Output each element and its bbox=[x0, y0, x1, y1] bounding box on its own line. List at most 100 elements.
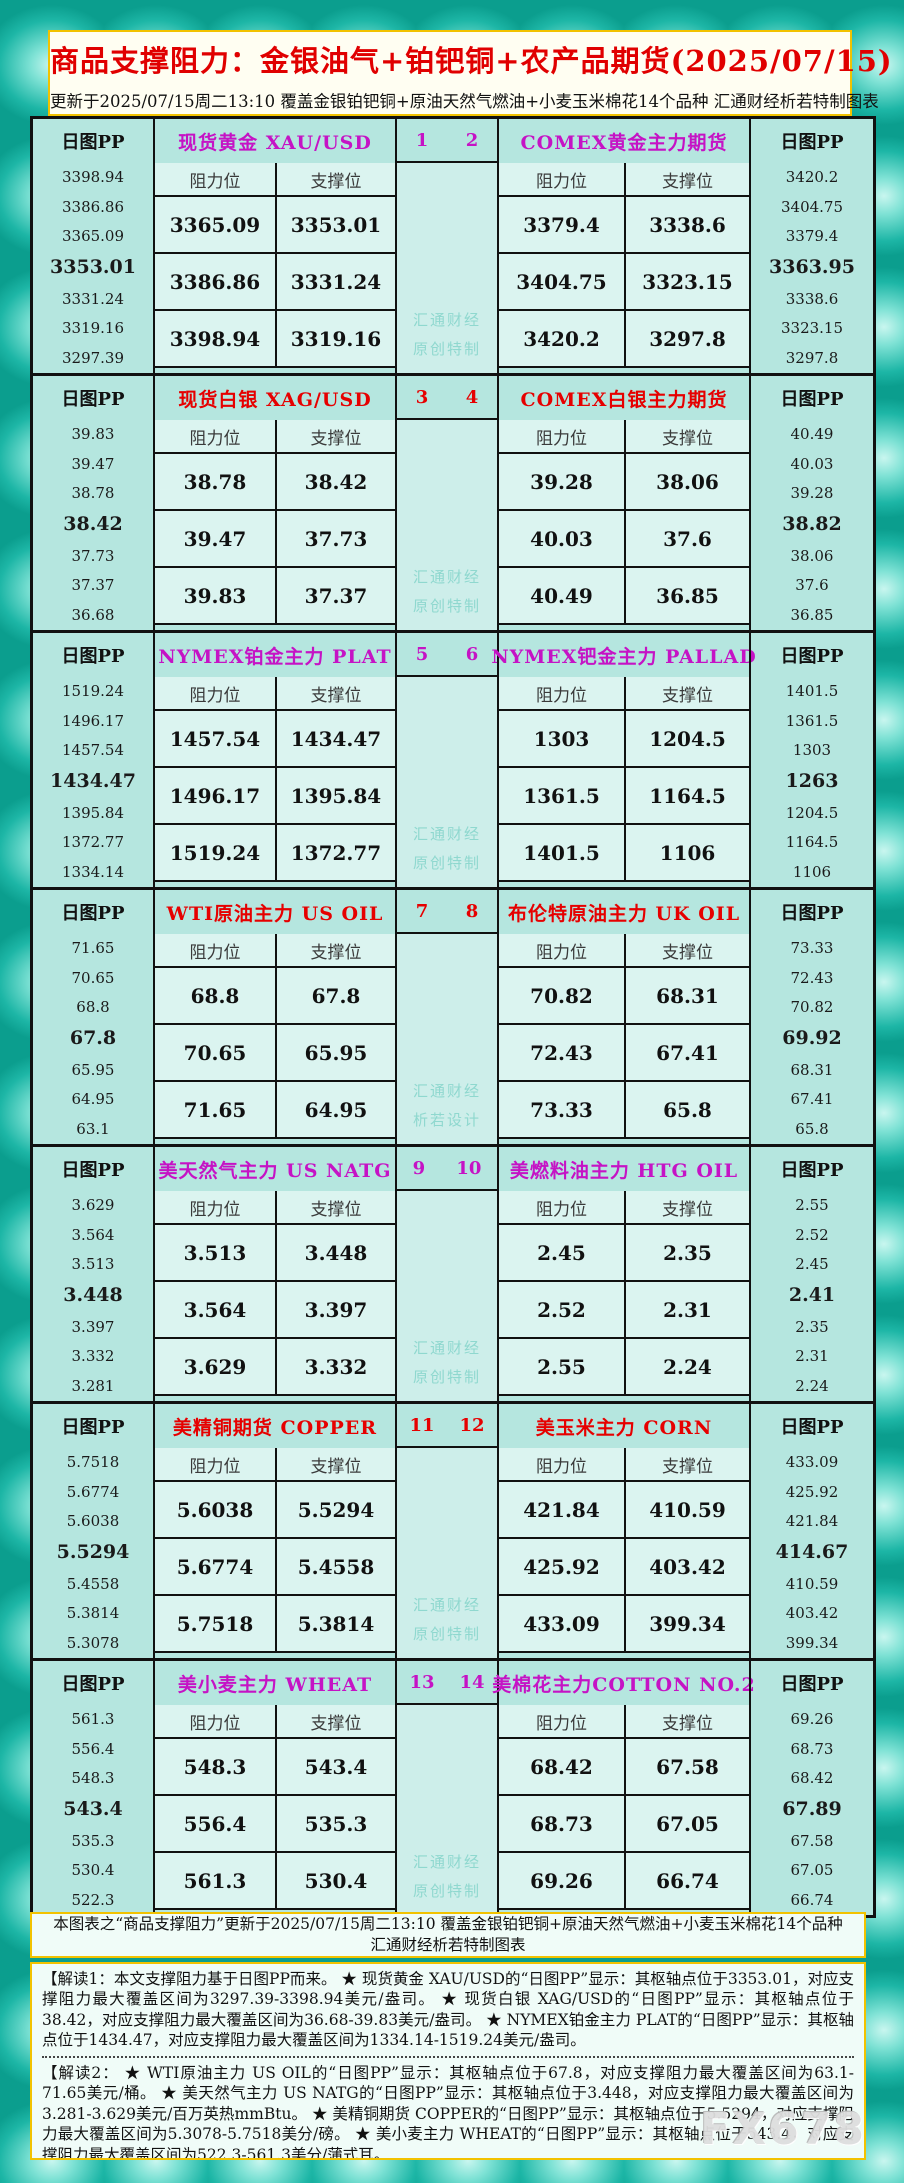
commodity-section: 日图PP WTI原油主力 US OIL 7 8 布伦特原油主力 UK OIL 日… bbox=[33, 890, 873, 1147]
support-header: 支撑位 bbox=[275, 163, 395, 195]
sr-row: 68.73 67.05 bbox=[499, 1794, 749, 1851]
sr-row: 1401.5 1106 bbox=[499, 823, 749, 880]
left-sr-table: 阻力位 支撑位 3365.09 3353.01 3386.86 3331.24 … bbox=[153, 163, 395, 373]
pp-level: 3.281 bbox=[71, 1376, 115, 1395]
section-number: 6 bbox=[465, 643, 479, 665]
pp-level: 3.332 bbox=[71, 1347, 115, 1366]
section-number: 8 bbox=[465, 900, 479, 922]
pp-levels-right: 3420.2 3404.75 3379.4 3363.95 3338.6 332… bbox=[749, 163, 873, 373]
resistance-value: 3398.94 bbox=[169, 326, 261, 351]
right-instrument-title: NYMEX钯金主力 PALLAD bbox=[491, 633, 756, 677]
pp-level: 70.65 bbox=[71, 968, 115, 987]
sr-row: 69.26 66.74 bbox=[499, 1851, 749, 1908]
sr-row: 3.629 3.332 bbox=[155, 1337, 395, 1394]
sr-row: 73.33 65.8 bbox=[499, 1080, 749, 1137]
sr-row: 40.49 36.85 bbox=[499, 566, 749, 623]
resistance-header: 阻力位 bbox=[536, 1713, 587, 1734]
support-header: 支撑位 bbox=[624, 677, 749, 709]
support-value: 65.8 bbox=[624, 1082, 749, 1137]
pp-level: 37.37 bbox=[71, 576, 115, 595]
pp-header-left: 日图PP bbox=[61, 1160, 125, 1181]
pp-level: 71.65 bbox=[71, 939, 115, 958]
left-instrument-title: 美精铜期货 COPPER bbox=[153, 1404, 395, 1448]
pp-level: 522.3 bbox=[71, 1890, 115, 1909]
pp-header-left: 日图PP bbox=[61, 1417, 125, 1438]
right-sr-table: 阻力位 支撑位 3379.4 3338.6 3404.75 3323.15 34… bbox=[497, 163, 749, 373]
left-instrument-title: 美小麦主力 WHEAT bbox=[153, 1661, 395, 1705]
commodity-section: 日图PP 美小麦主力 WHEAT 13 14 美棉花主力COTTON NO.2 … bbox=[33, 1661, 873, 1915]
left-sr-table: 阻力位 支撑位 548.3 543.4 556.4 535.3 561.3 53… bbox=[153, 1705, 395, 1915]
commodity-section: 日图PP 美精铜期货 COPPER 11 12 美玉米主力 CORN 日图PP … bbox=[33, 1404, 873, 1661]
support-header: 支撑位 bbox=[624, 420, 749, 452]
pp-header-right: 日图PP bbox=[749, 376, 873, 420]
footer-note: 本图表之“商品支撑阻力”更新于2025/07/15周二13:10 覆盖金银铂钯铜… bbox=[30, 1912, 866, 1958]
pp-levels-left: 5.7518 5.6774 5.6038 5.5294 5.4558 5.381… bbox=[33, 1448, 153, 1658]
pp-level: 36.85 bbox=[790, 605, 834, 624]
pp-pivot-level: 2.41 bbox=[788, 1284, 836, 1307]
resistance-value: 3.629 bbox=[183, 1354, 247, 1379]
pp-level: 2.31 bbox=[795, 1347, 829, 1366]
resistance-header: 阻力位 bbox=[189, 171, 241, 192]
support-value: 36.85 bbox=[624, 568, 749, 623]
resistance-value: 1361.5 bbox=[523, 783, 600, 808]
left-sr-table: 阻力位 支撑位 3.513 3.448 3.564 3.397 3.629 3.… bbox=[153, 1191, 395, 1401]
sr-row: 3.513 3.448 bbox=[155, 1223, 395, 1280]
support-value: 5.3814 bbox=[275, 1596, 395, 1651]
pp-level: 3338.6 bbox=[785, 289, 839, 308]
resistance-value: 68.8 bbox=[190, 983, 240, 1008]
resistance-header: 阻力位 bbox=[189, 942, 241, 963]
pp-level: 5.6038 bbox=[66, 1512, 120, 1531]
section-number: 13 bbox=[409, 1671, 435, 1693]
pp-header-right: 日图PP bbox=[749, 1147, 873, 1191]
watermark-text: 汇通财经 原创特制 bbox=[397, 1848, 497, 1915]
resistance-value: 3365.09 bbox=[169, 212, 261, 237]
watermark-line: 原创特制 bbox=[412, 1367, 481, 1386]
right-instrument-title: COMEX白银主力期货 bbox=[497, 376, 749, 420]
resistance-header: 阻力位 bbox=[536, 1456, 587, 1477]
left-instrument-title: 现货白银 XAG/USD bbox=[153, 376, 395, 420]
commodity-section: 日图PP NYMEX铂金主力 PLAT 5 6 NYMEX钯金主力 PALLAD… bbox=[33, 633, 873, 890]
sr-row: 3398.94 3319.16 bbox=[155, 309, 395, 366]
pp-header-left: 日图PP bbox=[61, 903, 125, 924]
watermark-line: 原创特制 bbox=[412, 339, 481, 358]
pp-pivot-level: 543.4 bbox=[63, 1798, 123, 1821]
pp-level: 1106 bbox=[792, 862, 832, 881]
right-instrument-title: 美玉米主力 CORN bbox=[497, 1404, 749, 1448]
sr-row: 39.83 37.37 bbox=[155, 566, 395, 623]
resistance-value: 1401.5 bbox=[523, 840, 600, 865]
pp-pivot-level: 38.42 bbox=[63, 513, 123, 536]
pp-level: 64.95 bbox=[71, 1090, 115, 1109]
pp-level: 5.3814 bbox=[66, 1604, 120, 1623]
pp-level: 68.31 bbox=[790, 1060, 834, 1079]
watermark-line: 汇通财经 bbox=[412, 825, 481, 843]
right-instrument-title: COMEX黄金主力期货 bbox=[497, 119, 749, 163]
pp-level: 1303 bbox=[792, 741, 832, 760]
right-sr-table: 阻力位 支撑位 2.45 2.35 2.52 2.31 2.55 2.24 bbox=[497, 1191, 749, 1401]
support-value: 66.74 bbox=[624, 1853, 749, 1908]
pp-level: 433.09 bbox=[785, 1453, 839, 1472]
support-header: 支撑位 bbox=[624, 1191, 749, 1223]
resistance-value: 1303 bbox=[533, 726, 590, 751]
sr-row: 3386.86 3331.24 bbox=[155, 252, 395, 309]
resistance-value: 5.6774 bbox=[176, 1554, 254, 1579]
pp-level: 1457.54 bbox=[61, 741, 125, 760]
support-value: 68.31 bbox=[624, 968, 749, 1023]
watermark-line: 析若设计 bbox=[412, 1110, 481, 1129]
pp-pivot-level: 38.82 bbox=[782, 513, 842, 536]
sr-row: 39.47 37.73 bbox=[155, 509, 395, 566]
watermark-line: 原创特制 bbox=[412, 1881, 481, 1900]
resistance-header: 阻力位 bbox=[536, 685, 587, 706]
pp-levels-right: 40.49 40.03 39.28 38.82 38.06 37.6 36.85 bbox=[749, 420, 873, 630]
pp-level: 2.45 bbox=[795, 1255, 829, 1274]
pp-header-right: 日图PP bbox=[749, 1404, 873, 1448]
pp-level: 1372.77 bbox=[61, 833, 125, 852]
pp-level: 3.629 bbox=[71, 1196, 115, 1215]
left-instrument-title: WTI原油主力 US OIL bbox=[153, 890, 395, 934]
resistance-value: 556.4 bbox=[183, 1811, 247, 1836]
pp-levels-right: 433.09 425.92 421.84 414.67 410.59 403.4… bbox=[749, 1448, 873, 1658]
section-numbers: 5 6 bbox=[395, 633, 497, 677]
pp-level: 3297.8 bbox=[785, 348, 839, 367]
commodity-section: 日图PP 现货黄金 XAU/USD 1 2 COMEX黄金主力期货 日图PP 3… bbox=[33, 119, 873, 376]
pp-level: 40.03 bbox=[790, 454, 834, 473]
